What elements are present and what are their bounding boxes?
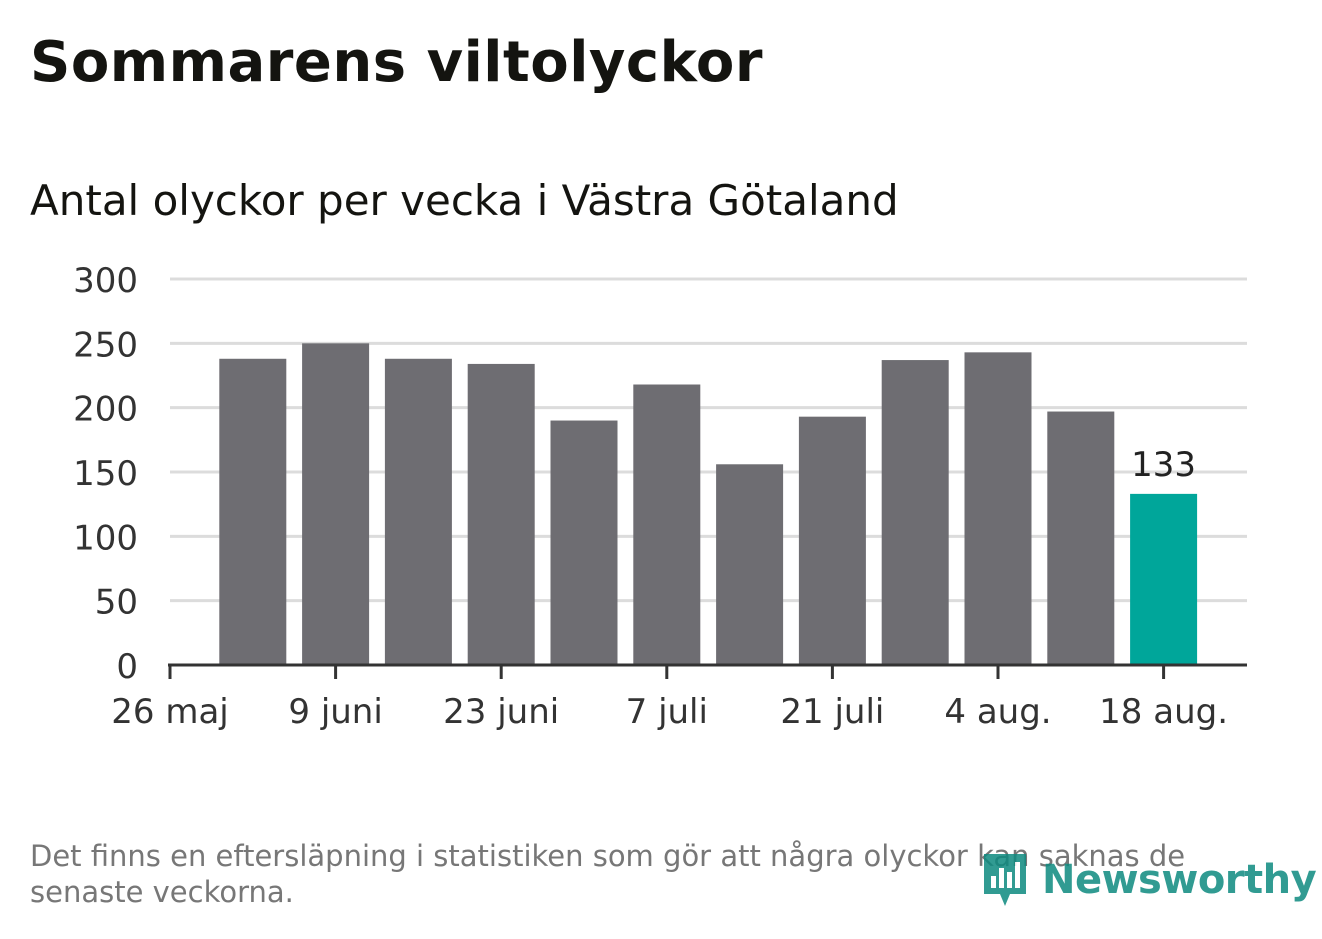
newsworthy-logo-icon xyxy=(984,854,1026,906)
y-tick-label: 0 xyxy=(116,647,138,687)
data-labels: 133 xyxy=(1131,445,1196,485)
y-axis-ticks: 0 50 100 150 200 250 300 xyxy=(73,261,138,687)
x-tick-label: 26 maj xyxy=(111,692,228,732)
chart-title: Sommarens viltolyckor xyxy=(30,30,763,95)
newsworthy-logo[interactable]: Newsworthy xyxy=(980,848,1317,912)
bar[interactable] xyxy=(219,358,287,665)
chart-subtitle: Antal olyckor per vecka i Västra Götalan… xyxy=(30,176,899,225)
bar[interactable] xyxy=(716,464,784,665)
x-axis: 26 maj 9 juni 23 juni 7 juli 21 juli 4 aug. 18… xyxy=(111,663,1247,732)
y-tick-label: 50 xyxy=(95,583,138,623)
bar[interactable] xyxy=(964,352,1032,665)
bar[interactable] xyxy=(384,358,452,665)
x-tick-label: 18 aug. xyxy=(1099,692,1228,732)
x-tick-label: 7 juli xyxy=(626,692,708,732)
x-tick-label: 23 juni xyxy=(443,692,559,732)
bar[interactable] xyxy=(302,343,370,665)
bar[interactable] xyxy=(633,384,701,665)
x-tick-label: 21 juli xyxy=(780,692,884,732)
y-tick-label: 200 xyxy=(73,390,138,430)
y-tick-label: 100 xyxy=(73,518,138,558)
x-tick-label: 9 juni xyxy=(288,692,382,732)
bar[interactable] xyxy=(1047,411,1115,665)
bar-chart: 133 0 50 100 150 200 250 300 26 maj 9 juni 23 ju… xyxy=(73,261,1247,732)
bar[interactable] xyxy=(881,360,949,665)
bar[interactable] xyxy=(798,416,866,665)
bar-value-label: 133 xyxy=(1131,445,1196,485)
y-tick-label: 300 xyxy=(73,261,138,301)
x-tick-label: 4 aug. xyxy=(944,692,1051,732)
y-tick-label: 250 xyxy=(73,325,138,365)
bar[interactable] xyxy=(467,363,535,665)
y-tick-label: 150 xyxy=(73,454,138,494)
bars xyxy=(219,343,1198,665)
bar-highlight[interactable] xyxy=(1130,493,1198,665)
logo-text: Newsworthy xyxy=(1042,857,1317,903)
bar[interactable] xyxy=(550,420,618,665)
